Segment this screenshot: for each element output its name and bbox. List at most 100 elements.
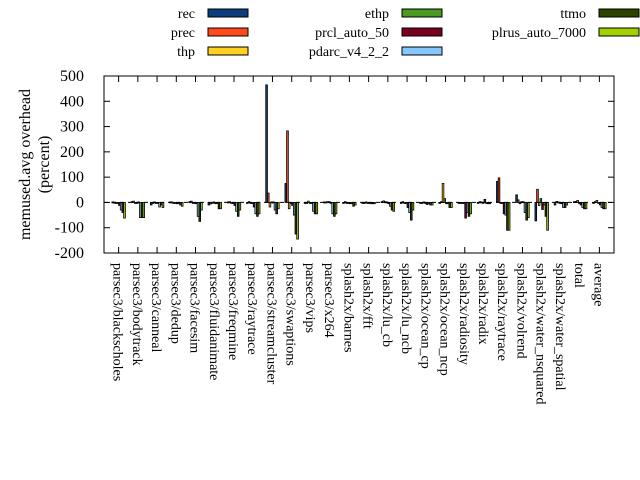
bar-plrus_auto_7000	[123, 202, 126, 219]
bar-prec	[132, 200, 135, 203]
x-tick-label: total	[571, 263, 586, 288]
bar-prec	[267, 192, 270, 203]
y-tick-label: 300	[60, 119, 84, 136]
y-axis-title: memused.avg overhead	[17, 89, 34, 240]
legend-swatch-ttmo	[598, 8, 640, 18]
x-tick-label: splash2x/fft	[360, 263, 375, 329]
bar-plrus_auto_7000	[296, 202, 299, 240]
x-tick-label: splash2x/ocean_ncp	[437, 263, 452, 376]
bar-plrus_auto_7000	[604, 202, 607, 210]
x-tick-label: parsec3/canneal	[148, 263, 163, 352]
x-tick-label: splash2x/radix	[475, 263, 490, 345]
legend-swatch-rec	[207, 8, 249, 18]
bar-plrus_auto_7000	[546, 202, 549, 231]
bar-plrus_auto_7000	[142, 202, 145, 219]
bar-plrus_auto_7000	[180, 202, 184, 207]
bar-plrus_auto_7000	[469, 202, 472, 215]
bar-plrus_auto_7000	[334, 202, 338, 215]
x-tick-label: parsec3/raytrace	[244, 263, 259, 355]
bar-plrus_auto_7000	[392, 202, 395, 212]
y-tick-label: 200	[60, 144, 84, 161]
legend-swatch-plrus_auto_7000	[598, 27, 640, 37]
x-tick-label: splash2x/raytrace	[494, 263, 509, 361]
bar-plrus_auto_7000	[161, 202, 165, 208]
plot-frame	[103, 75, 615, 254]
bar-plrus_auto_7000	[219, 202, 222, 210]
y-tick-label: 100	[60, 169, 84, 186]
x-tick-label: parsec3/bodytrack	[129, 263, 144, 366]
bar-plrus_auto_7000	[257, 202, 261, 215]
bar-prcl_auto_50	[483, 198, 487, 203]
bar-thp	[595, 200, 599, 203]
bar-plrus_auto_7000	[527, 202, 530, 219]
bar-ethp	[443, 198, 446, 203]
bar-rec	[265, 84, 268, 203]
bar-plrus_auto_7000	[450, 202, 453, 208]
y-tick-label: 400	[60, 93, 84, 110]
bar-plrus_auto_7000	[277, 202, 280, 210]
bar-prec	[190, 200, 193, 203]
bar-prcl_auto_50	[541, 202, 544, 210]
x-tick-label: splash2x/ocean_cp	[417, 263, 432, 369]
bar-plrus_auto_7000	[200, 202, 203, 211]
bar-plrus_auto_7000	[584, 202, 588, 210]
bar-plrus_auto_7000	[507, 202, 511, 231]
x-tick-label: splash2x/barnes	[340, 263, 355, 352]
legend-label: thp	[177, 45, 195, 60]
legend-swatch-thp	[207, 46, 249, 56]
y-ticks: -200 -100 0 100 200 300 400 500	[55, 68, 614, 262]
y-axis-unit: (percent)	[36, 136, 53, 194]
x-ticks: parsec3/blackscholes parsec3/bodytrack par…	[110, 76, 605, 405]
legend-label: ttmo	[560, 7, 586, 22]
y-tick-label: -100	[55, 220, 84, 237]
x-tick-label: average	[590, 263, 605, 307]
legend-swatch-pdarc_v4_2_2	[401, 46, 443, 56]
bar-ttmo	[198, 202, 201, 222]
y-tick-label: 500	[60, 68, 84, 85]
x-tick-label: parsec3/vips	[302, 263, 317, 333]
bar-plrus_auto_7000	[238, 202, 242, 211]
legend: rec prec thp ethp prcl_auto_50 pdarc_v4_2_2 tt…	[171, 7, 640, 60]
bar-prec	[536, 188, 539, 203]
bar-thp	[307, 200, 310, 203]
x-tick-label: splash2x/lu_cb	[379, 263, 394, 347]
x-tick-label: parsec3/dedup	[167, 263, 182, 344]
y-tick-label: -200	[55, 245, 84, 262]
legend-label: rec	[178, 7, 195, 22]
bar-plrus_auto_7000	[373, 202, 376, 205]
bar-thp	[268, 202, 272, 208]
x-tick-label: splash2x/volrend	[513, 263, 528, 359]
axes: -200 -100 0 100 200 300 400 500 parsec3/blacksc…	[55, 68, 615, 405]
legend-label: prec	[171, 26, 195, 41]
x-tick-label: splash2x/radiosity	[456, 263, 471, 365]
bar-plrus_auto_7000	[315, 202, 319, 215]
bars	[111, 84, 607, 240]
x-tick-label: parsec3/x264	[321, 263, 336, 338]
x-tick-label: parsec3/freqmine	[225, 263, 240, 360]
bar-prec	[286, 130, 289, 203]
legend-label: ethp	[365, 7, 389, 22]
x-tick-label: splash2x/lu_ncb	[398, 263, 413, 354]
y-tick-label: 0	[76, 194, 84, 211]
bar-prec	[517, 199, 520, 203]
legend-label: plrus_auto_7000	[492, 26, 586, 41]
legend-swatch-prcl_auto_50	[401, 27, 443, 37]
bar-rec	[515, 194, 518, 203]
bar-rec	[534, 202, 538, 222]
bar-plrus_auto_7000	[411, 202, 415, 211]
x-tick-label: parsec3/swaptions	[283, 263, 298, 366]
legend-label: pdarc_v4_2_2	[309, 45, 389, 60]
x-tick-label: splash2x/water_spatial	[552, 263, 567, 391]
x-tick-label: parsec3/facesim	[187, 263, 202, 353]
x-tick-label: parsec3/fluidanimate	[206, 263, 221, 380]
legend-label: prcl_auto_50	[315, 26, 389, 41]
bar-ethp	[539, 198, 543, 203]
x-tick-label: splash2x/water_nsquared	[533, 263, 548, 405]
legend-swatch-ethp	[401, 8, 443, 18]
x-tick-label: parsec3/blackscholes	[110, 263, 125, 381]
bar-prec	[497, 177, 501, 203]
legend-swatch-prec	[207, 27, 249, 37]
x-tick-label: parsec3/streamcluster	[263, 263, 278, 385]
bar-plrus_auto_7000	[565, 202, 569, 206]
